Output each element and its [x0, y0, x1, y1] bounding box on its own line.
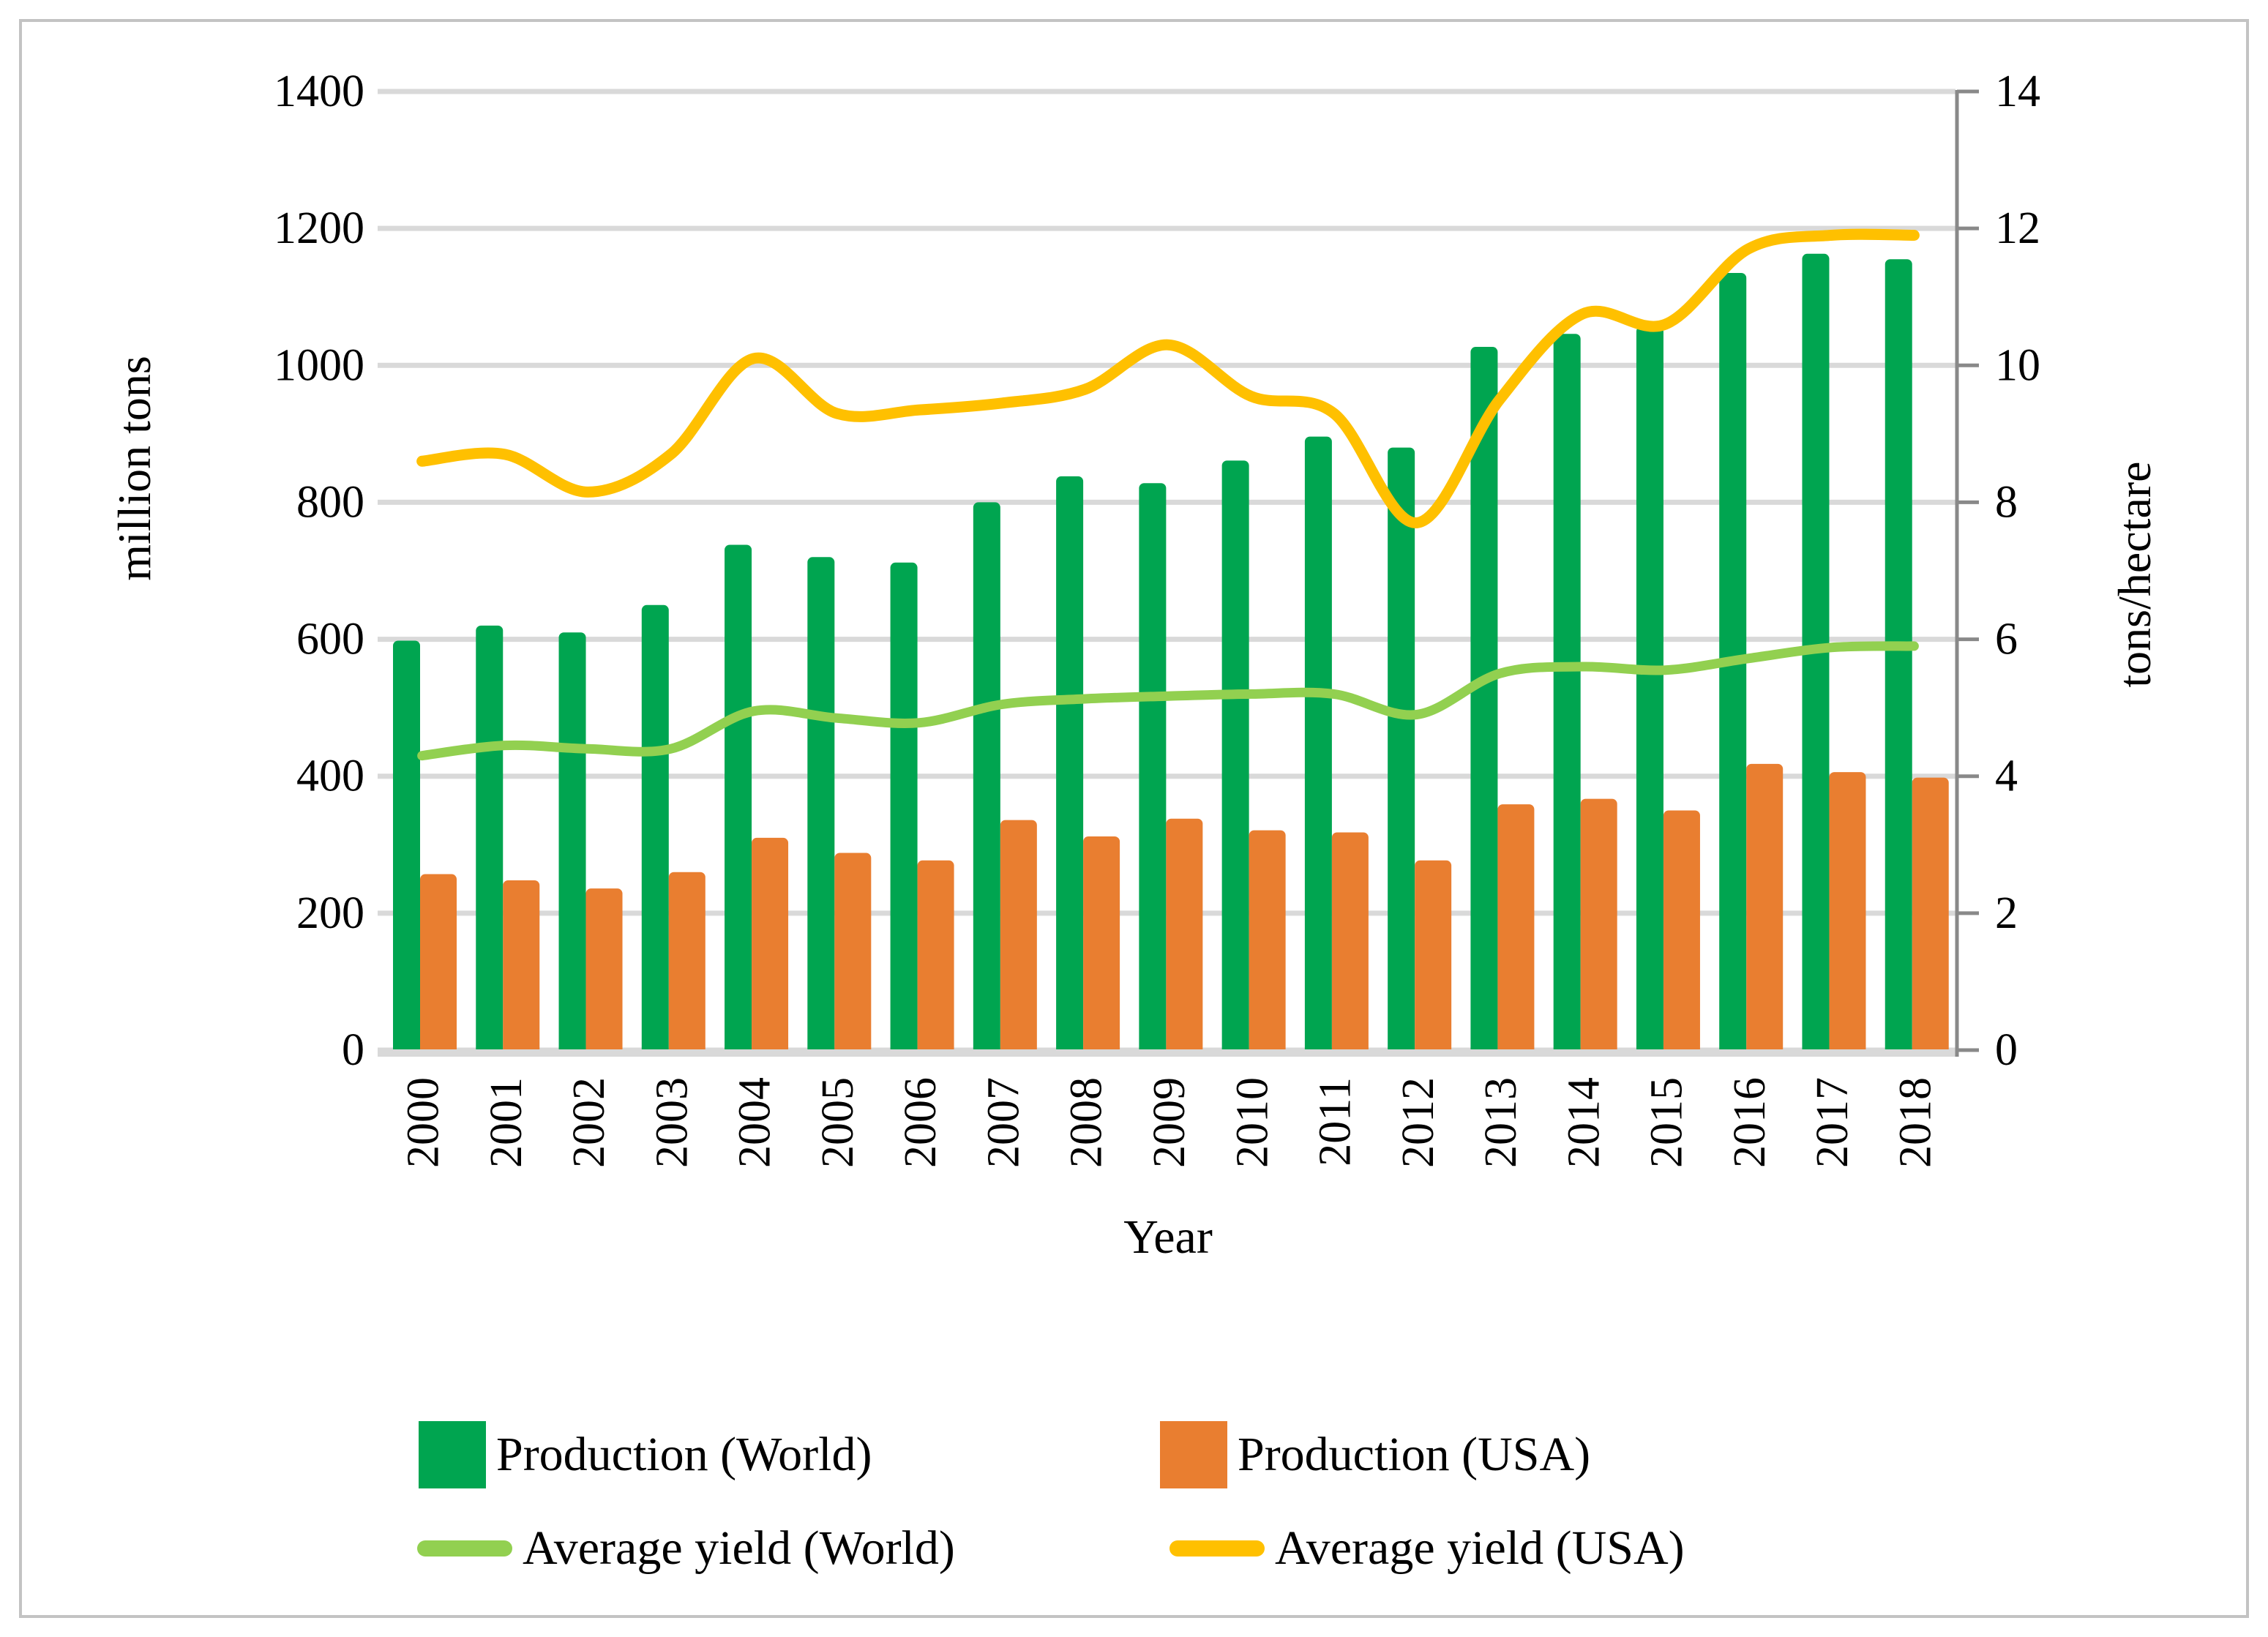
bar-world-2001 [476, 625, 504, 1056]
x-axis-title: Year [1123, 1210, 1213, 1264]
left-axis-tick-label: 600 [296, 615, 364, 664]
legend-label-production-usa: Production (USA) [1238, 1428, 1591, 1481]
x-tick-label-2005: 2005 [813, 1077, 863, 1168]
x-tick-label-2006: 2006 [896, 1077, 946, 1168]
left-axis-tick-label: 200 [296, 888, 364, 938]
x-tick-label-2010: 2010 [1227, 1077, 1277, 1168]
figure-border [19, 19, 2249, 1618]
bar-usa-2015 [1663, 810, 1700, 1056]
x-tick-label-2007: 2007 [978, 1077, 1028, 1168]
right-axis-tick-label: 6 [1995, 615, 2018, 664]
bar-world-2002 [558, 632, 586, 1056]
legend-item-production-usa: Production (USA) [1160, 1418, 1590, 1491]
legend-label-yield-usa: Average yield (USA) [1275, 1521, 1685, 1575]
x-tick-label-2002: 2002 [564, 1077, 614, 1168]
bar-usa-2002 [585, 888, 623, 1056]
bar-world-2017 [1802, 253, 1830, 1056]
legend-item-production-world: Production (World) [419, 1418, 872, 1491]
bar-usa-2010 [1249, 830, 1286, 1056]
bar-usa-2012 [1415, 860, 1452, 1056]
yield-line-world [417, 641, 1919, 761]
bar-world-2009 [1139, 483, 1167, 1056]
bar-world-2010 [1221, 460, 1249, 1056]
bar-usa-2011 [1331, 832, 1369, 1056]
bar-world-2013 [1470, 347, 1498, 1056]
x-tick-label-2000: 2000 [399, 1077, 449, 1168]
x-tick-label-2001: 2001 [482, 1077, 531, 1168]
x-axis-ticklabels: 2000 2001 2002 2003 2004 2005 2006 2007 2008 2009… [399, 1077, 1941, 1168]
left-axis-tick-label: 400 [296, 752, 364, 801]
bar-usa-2005 [834, 853, 872, 1056]
x-tick-label-2016: 2016 [1725, 1077, 1775, 1168]
x-tick-label-2003: 2003 [647, 1077, 697, 1168]
bar-world-2008 [1056, 476, 1084, 1056]
legend-label-yield-world: Average yield (World) [523, 1521, 955, 1575]
bar-world-2005 [807, 557, 835, 1056]
bar-usa-2009 [1166, 818, 1203, 1056]
legend-label-production-world: Production (World) [496, 1428, 872, 1481]
bar-usa-2018 [1912, 777, 1949, 1056]
left-axis-tick-label: 1200 [274, 203, 364, 253]
left-axis-title: million tons [108, 356, 160, 581]
bar-usa-2007 [1000, 820, 1037, 1056]
bar-usa-2017 [1829, 772, 1866, 1056]
bar-usa-2014 [1580, 798, 1617, 1056]
bar-usa-2008 [1083, 836, 1120, 1056]
left-axis-tick-label: 800 [296, 477, 364, 527]
x-tick-label-2018: 2018 [1890, 1077, 1940, 1168]
legend-item-yield-world: Average yield (World) [417, 1512, 955, 1585]
left-axis-tick-label: 1000 [274, 340, 364, 390]
left-axis-tick-label: 0 [342, 1025, 364, 1075]
bar-world-2003 [641, 604, 669, 1056]
bars-group [393, 253, 1949, 1056]
right-axis-tick-label: 4 [1995, 752, 2018, 801]
bar-usa-2001 [503, 880, 540, 1056]
left-axis-ticklabels: 0 200 400 600 800 1000 1200 1400 [274, 67, 364, 1075]
bar-world-2011 [1304, 436, 1332, 1056]
x-tick-label-2014: 2014 [1559, 1077, 1609, 1168]
bar-world-2012 [1388, 447, 1415, 1056]
bar-usa-2016 [1746, 763, 1784, 1056]
yield-lines-group [416, 228, 1920, 761]
right-axis-title: tons/hectare [2108, 461, 2160, 687]
bar-usa-2013 [1497, 804, 1535, 1056]
right-axis-tick-label: 10 [1995, 340, 2040, 390]
x-tick-label-2004: 2004 [730, 1077, 780, 1168]
bar-world-2018 [1885, 259, 1912, 1056]
right-axis-tick-label: 8 [1995, 477, 2018, 527]
legend-swatch-yield-world [417, 1540, 512, 1557]
legend-item-yield-usa: Average yield (USA) [1169, 1512, 1685, 1585]
right-axis-ticklabels: 0 2 4 6 8 10 12 14 [1995, 67, 2040, 1075]
right-axis-tick-label: 2 [1995, 888, 2018, 938]
bar-usa-2003 [668, 872, 706, 1056]
x-tick-label-2017: 2017 [1808, 1077, 1857, 1168]
bar-world-2007 [973, 502, 1000, 1056]
left-axis-tick-label: 1400 [274, 67, 364, 116]
axes-group [378, 89, 1979, 1057]
x-tick-label-2011: 2011 [1311, 1077, 1361, 1166]
legend-swatch-production-world [419, 1421, 486, 1488]
right-axis-tick-label: 12 [1995, 203, 2040, 253]
bar-usa-2006 [917, 860, 954, 1056]
right-axis-tick-label: 0 [1995, 1025, 2018, 1075]
x-tick-label-2013: 2013 [1476, 1077, 1526, 1168]
bar-world-2015 [1636, 326, 1663, 1056]
bar-world-2000 [393, 640, 420, 1056]
bar-usa-2000 [420, 874, 457, 1056]
legend-swatch-yield-usa [1169, 1540, 1265, 1557]
x-tick-label-2012: 2012 [1393, 1077, 1443, 1168]
x-tick-label-2008: 2008 [1062, 1077, 1112, 1168]
right-axis-tick-label: 14 [1995, 67, 2040, 116]
bar-usa-2004 [752, 837, 789, 1056]
legend-swatch-production-usa [1160, 1421, 1227, 1488]
yield-line-usa [416, 228, 1920, 528]
bar-world-2006 [890, 562, 918, 1056]
x-tick-label-2015: 2015 [1642, 1077, 1692, 1168]
bar-world-2004 [725, 544, 752, 1056]
bar-world-2014 [1553, 334, 1581, 1056]
x-tick-label-2009: 2009 [1145, 1077, 1194, 1168]
